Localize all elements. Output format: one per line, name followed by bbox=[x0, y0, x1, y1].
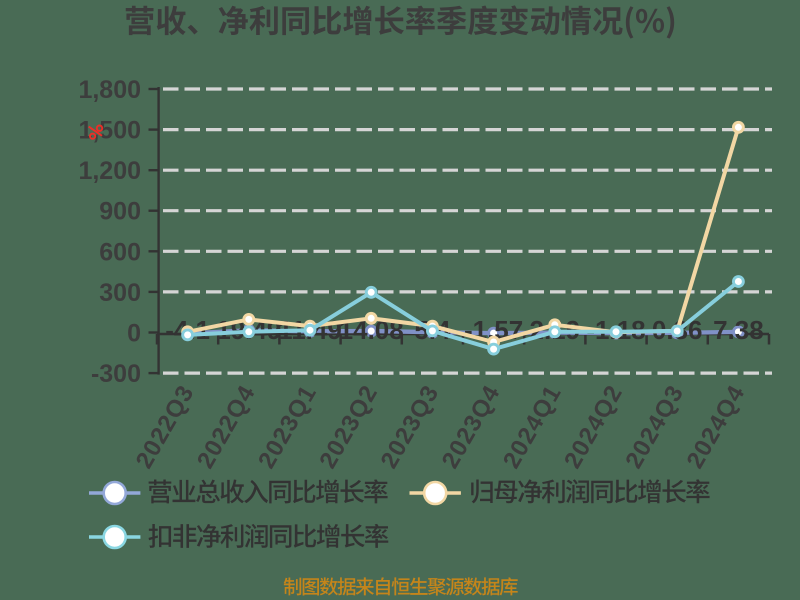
svg-text:2022Q3: 2022Q3 bbox=[131, 381, 200, 474]
svg-text:900: 900 bbox=[99, 198, 141, 226]
svg-text:600: 600 bbox=[99, 238, 141, 266]
svg-text:1,500: 1,500 bbox=[78, 117, 141, 145]
svg-text:0: 0 bbox=[127, 320, 141, 348]
svg-text:2024Q3: 2024Q3 bbox=[620, 381, 689, 474]
svg-text:1,800: 1,800 bbox=[78, 76, 141, 104]
svg-text:300: 300 bbox=[99, 279, 141, 307]
svg-text:2023Q2: 2023Q2 bbox=[314, 381, 383, 474]
svg-text:-300: -300 bbox=[91, 360, 141, 388]
svg-text:2024Q1: 2024Q1 bbox=[498, 381, 567, 474]
svg-text:2024Q4: 2024Q4 bbox=[682, 381, 751, 474]
svg-text:2024Q2: 2024Q2 bbox=[559, 381, 628, 474]
svg-text:2023Q3: 2023Q3 bbox=[376, 381, 445, 474]
svg-text:2023Q1: 2023Q1 bbox=[253, 381, 322, 474]
svg-text:2023Q4: 2023Q4 bbox=[437, 381, 506, 474]
svg-text:2022Q4: 2022Q4 bbox=[192, 381, 261, 474]
svg-text:1,200: 1,200 bbox=[78, 157, 141, 185]
svg-text:7.38: 7.38 bbox=[713, 315, 764, 345]
